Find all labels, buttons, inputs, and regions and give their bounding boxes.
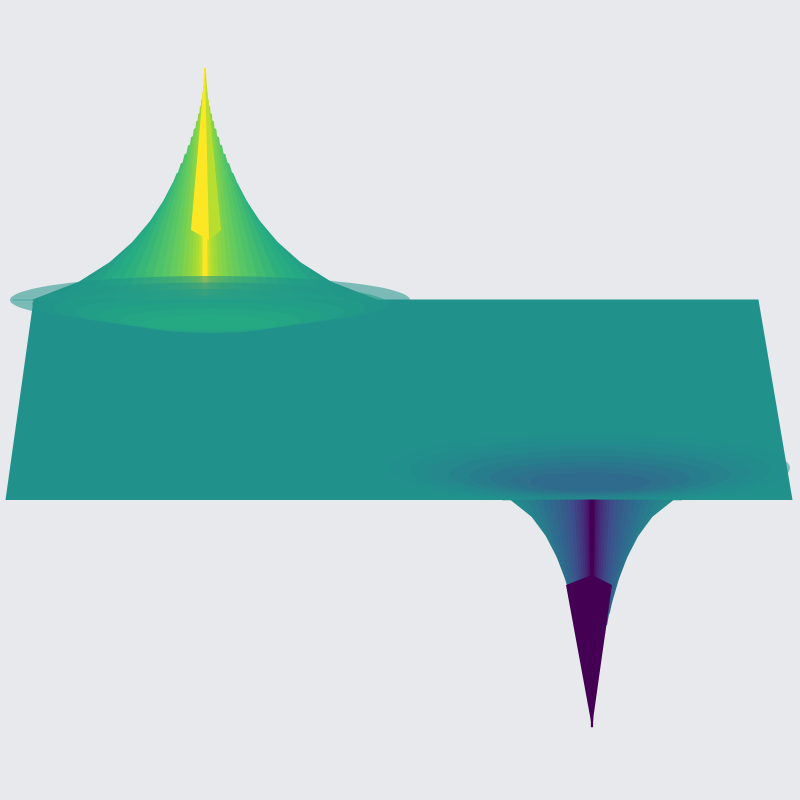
well-ring <box>530 472 650 492</box>
plane-edge-mask <box>0 500 800 508</box>
flat-surface-plane <box>0 276 800 508</box>
well-spire <box>566 575 612 727</box>
positive-peak <box>13 67 397 301</box>
negative-peak <box>502 499 682 728</box>
peak-spire-shade <box>205 68 221 240</box>
peak-ring <box>142 315 278 333</box>
